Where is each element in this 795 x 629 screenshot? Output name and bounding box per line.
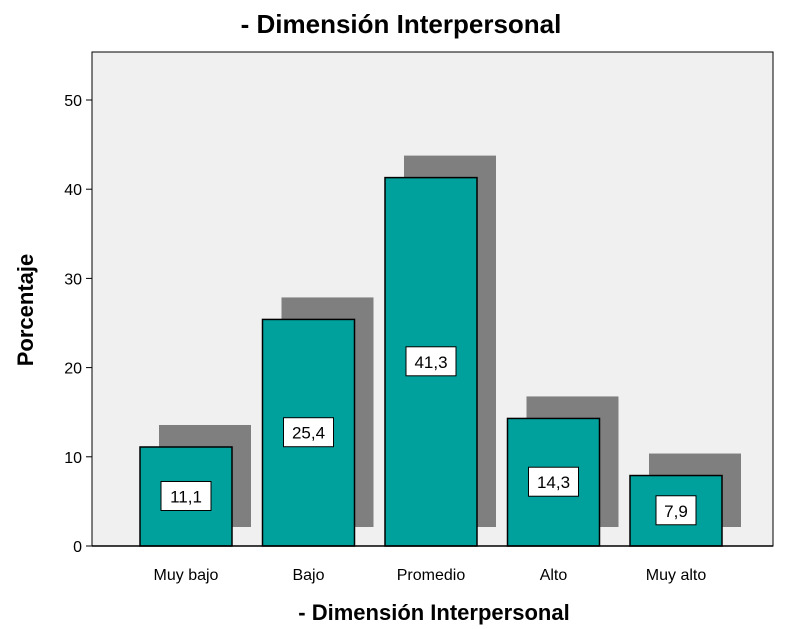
data-label-box (283, 417, 334, 448)
data-label: 14,3 (537, 473, 570, 492)
y-axis: 0 10 20 30 40 50 (64, 52, 93, 556)
data-label-box (160, 480, 212, 511)
data-label: 11,1 (170, 487, 202, 506)
data-label: 41,3 (414, 353, 447, 372)
x-tick-label: Bajo (292, 567, 324, 584)
y-tick-label: 40 (64, 182, 82, 199)
data-label-box (405, 346, 457, 377)
data-label-box (528, 466, 579, 497)
x-tick-label: Alto (540, 567, 568, 584)
y-tick-label: 0 (73, 539, 82, 556)
y-tick-label: 10 (64, 450, 82, 467)
x-axis: Muy bajo Bajo Promedio Alto Muy alto (92, 545, 773, 584)
x-tick-label: Promedio (397, 567, 466, 584)
x-tick-label: Muy bajo (154, 567, 219, 584)
data-label: 7,9 (664, 502, 688, 521)
data-labels: 11,1 25,4 41,3 14,3 7,9 (160, 346, 697, 526)
y-tick-label: 50 (64, 93, 82, 110)
x-tick-label: Muy alto (646, 567, 707, 584)
y-tick-label: 20 (64, 361, 82, 378)
y-tick-label: 30 (64, 271, 82, 288)
y-axis-label: Porcentaje (13, 254, 38, 367)
x-axis-label: - Dimensión Interpersonal (298, 600, 569, 625)
chart-title: - Dimensión Interpersonal (241, 9, 562, 39)
data-label: 25,4 (292, 424, 325, 443)
data-label-box (655, 495, 697, 526)
